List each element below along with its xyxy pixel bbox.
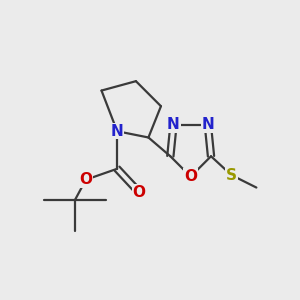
Text: N: N [167, 118, 180, 133]
Text: S: S [226, 167, 237, 182]
Text: N: N [111, 124, 124, 139]
Text: N: N [202, 118, 214, 133]
Text: O: O [133, 185, 146, 200]
Text: O: O [80, 172, 92, 187]
Text: O: O [184, 169, 197, 184]
